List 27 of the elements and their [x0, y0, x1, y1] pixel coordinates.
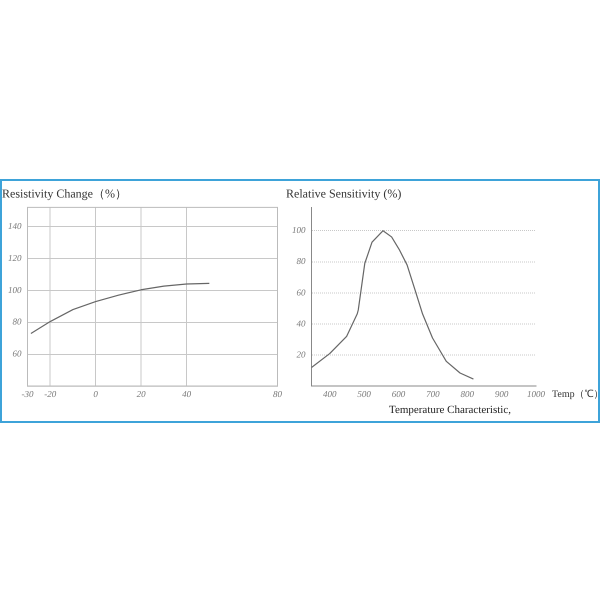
x-tick-label: 900: [494, 388, 509, 399]
x-tick-label: 0: [93, 388, 98, 399]
x-tick-label: 400: [322, 388, 337, 399]
y-tick-label: 40: [296, 318, 306, 328]
x-axis-title: Temp（℃）: [552, 388, 600, 400]
x-tick-label: 700: [426, 388, 440, 399]
x-tick-label: 800: [460, 388, 474, 399]
chart-title: Resistivity Change（%）: [2, 186, 127, 200]
x-tick-label: 80: [273, 388, 282, 399]
y-tick-label: 80: [296, 256, 306, 266]
text: Temperature Characteristic,: [389, 404, 511, 416]
y-tick-label: 100: [8, 284, 22, 295]
chart-title: Relative Sensitivity (%): [286, 186, 402, 200]
y-tick-label: 60: [296, 287, 306, 298]
y-tick-label: 80: [12, 316, 22, 327]
y-tick-label: 100: [292, 225, 306, 236]
y-tick-label: 60: [12, 348, 22, 359]
x-tick-label: 600: [392, 388, 406, 399]
y-tick-label: 20: [296, 349, 306, 360]
x-tick-label: 500: [357, 388, 372, 399]
x-tick-label: 20: [136, 388, 146, 399]
y-tick-label: 120: [8, 252, 22, 263]
x-tick-label: 40: [182, 388, 192, 399]
x-tick-label: -30: [22, 388, 34, 399]
y-tick-label: 140: [8, 220, 22, 231]
x-tick-label: -20: [44, 388, 57, 399]
x-tick-label: 1000: [527, 388, 546, 399]
